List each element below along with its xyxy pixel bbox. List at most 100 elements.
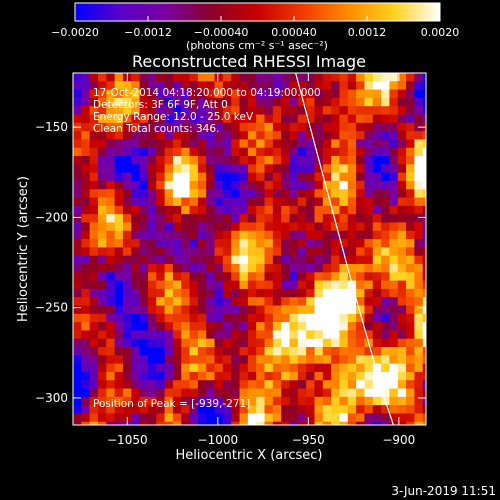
heatmap-cell bbox=[172, 380, 182, 390]
heatmap-cell bbox=[247, 73, 257, 82]
heatmap-cell bbox=[347, 164, 357, 174]
heatmap-cell bbox=[339, 371, 349, 381]
heatmap-cell bbox=[331, 330, 341, 340]
heatmap-cell bbox=[89, 106, 99, 116]
heatmap-cell bbox=[97, 263, 107, 273]
heatmap-cell bbox=[247, 180, 257, 190]
heatmap-cell bbox=[214, 147, 224, 157]
heatmap-cell bbox=[164, 172, 174, 182]
heatmap-cell bbox=[422, 106, 426, 116]
heatmap-cell bbox=[339, 338, 349, 348]
heatmap-cell bbox=[306, 322, 316, 332]
heatmap-cell bbox=[306, 297, 316, 307]
heatmap-cell bbox=[147, 164, 157, 174]
heatmap-cell bbox=[256, 172, 266, 182]
heatmap-cell bbox=[389, 371, 399, 381]
heatmap-cell bbox=[372, 355, 382, 365]
heatmap-cell bbox=[181, 355, 191, 365]
heatmap-cell bbox=[281, 380, 291, 390]
heatmap-cell bbox=[214, 380, 224, 390]
heatmap-cell bbox=[73, 355, 82, 365]
heatmap-cell bbox=[406, 164, 416, 174]
heatmap-cell bbox=[164, 272, 174, 282]
heatmap-cell bbox=[297, 239, 307, 248]
heatmap-cell bbox=[106, 396, 116, 406]
heatmap-cell bbox=[181, 164, 191, 174]
heatmap-cell bbox=[331, 396, 341, 406]
heatmap-cell bbox=[397, 89, 407, 99]
heatmap-cell bbox=[206, 255, 216, 265]
heatmap-cell bbox=[156, 305, 166, 315]
heatmap-cell bbox=[281, 222, 291, 232]
heatmap-cell bbox=[306, 272, 316, 282]
heatmap-cell bbox=[331, 297, 341, 307]
heatmap-cell bbox=[114, 81, 124, 91]
heatmap-cell bbox=[172, 89, 182, 99]
heatmap-cell bbox=[139, 97, 149, 107]
heatmap-cell bbox=[89, 297, 99, 307]
heatmap-cell bbox=[414, 172, 424, 182]
heatmap-cell bbox=[414, 222, 424, 232]
heatmap-cell bbox=[197, 388, 207, 398]
heatmap-cell bbox=[289, 139, 299, 149]
heatmap-cell bbox=[97, 330, 107, 340]
heatmap-cell bbox=[139, 421, 149, 425]
heatmap-cell bbox=[322, 239, 332, 248]
heatmap-cell bbox=[97, 305, 107, 315]
heatmap-cell bbox=[281, 114, 291, 124]
heatmap-cell bbox=[164, 363, 174, 373]
heatmap-cell bbox=[181, 347, 191, 356]
peak-position-label: Position of Peak = [-939,-271] bbox=[93, 398, 250, 410]
heatmap-cell bbox=[381, 313, 391, 323]
heatmap-cell bbox=[206, 338, 216, 348]
heatmap-cell bbox=[264, 263, 274, 273]
heatmap-cell bbox=[281, 297, 291, 307]
heatmap-cell bbox=[364, 288, 374, 298]
heatmap-cell bbox=[364, 255, 374, 265]
heatmap-cell bbox=[147, 106, 157, 116]
heatmap-cell bbox=[406, 172, 416, 182]
heatmap-cell bbox=[172, 222, 182, 232]
heatmap-cell bbox=[81, 280, 91, 290]
heatmap-cell bbox=[206, 263, 216, 273]
heatmap-cell bbox=[422, 156, 426, 165]
heatmap-cell bbox=[314, 189, 324, 199]
heatmap-cell bbox=[239, 73, 249, 82]
heatmap-cell bbox=[139, 81, 149, 91]
heatmap-cell bbox=[122, 272, 132, 282]
heatmap-cell bbox=[214, 272, 224, 282]
heatmap-cell bbox=[347, 114, 357, 124]
heatmap-cell bbox=[272, 280, 282, 290]
heatmap-cell bbox=[264, 81, 274, 91]
heatmap-cell bbox=[106, 297, 116, 307]
heatmap-cell bbox=[206, 106, 216, 116]
heatmap-cell bbox=[164, 280, 174, 290]
heatmap-cell bbox=[356, 131, 366, 141]
heatmap-cell bbox=[356, 139, 366, 149]
x-tick-label: −900 bbox=[382, 433, 415, 447]
heatmap-cell bbox=[89, 338, 99, 348]
heatmap-cell bbox=[281, 305, 291, 315]
heatmap-cell bbox=[264, 247, 274, 257]
heatmap-cell bbox=[306, 421, 316, 425]
heatmap-cell bbox=[89, 413, 99, 423]
x-tick-label: −1000 bbox=[198, 433, 239, 447]
heatmap-cell bbox=[397, 322, 407, 332]
heatmap-cell bbox=[189, 330, 199, 340]
heatmap-cell bbox=[306, 405, 316, 415]
heatmap-cell bbox=[73, 388, 82, 398]
heatmap-cell bbox=[297, 164, 307, 174]
heatmap-cell bbox=[289, 147, 299, 157]
heatmap-cell bbox=[414, 197, 424, 207]
heatmap-cell bbox=[73, 97, 82, 107]
heatmap-cell bbox=[81, 263, 91, 273]
heatmap-cell bbox=[81, 81, 91, 91]
heatmap-cell bbox=[97, 355, 107, 365]
heatmap-cell bbox=[172, 405, 182, 415]
heatmap-cell bbox=[189, 338, 199, 348]
heatmap-cell bbox=[97, 297, 107, 307]
heatmap-cell bbox=[214, 197, 224, 207]
heatmap-cell bbox=[214, 180, 224, 190]
heatmap-cell bbox=[81, 322, 91, 332]
heatmap-cell bbox=[314, 313, 324, 323]
